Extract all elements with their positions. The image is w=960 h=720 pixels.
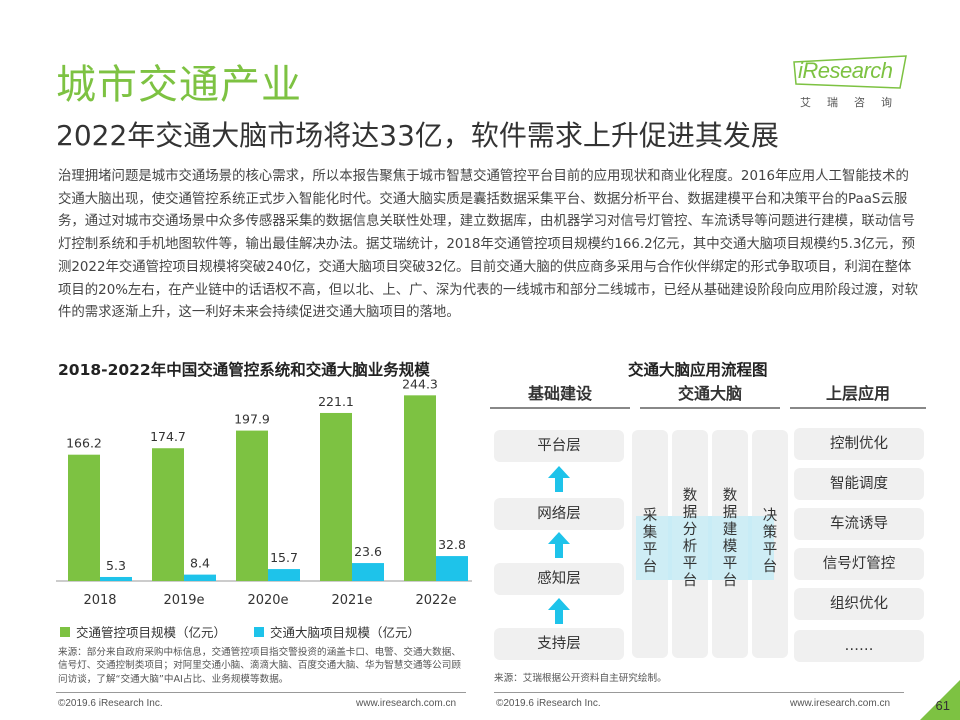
x-tick-label: 2018 <box>83 593 116 608</box>
bar-control <box>404 395 436 581</box>
x-tick-label: 2020e <box>247 593 288 608</box>
legend-item-brain: 交通大脑项目规模（亿元） <box>254 622 420 641</box>
bar-control <box>152 448 184 581</box>
chart-legend: 交通管控项目规模（亿元） 交通大脑项目规模（亿元） <box>60 622 420 641</box>
data-label: 174.7 <box>150 429 186 444</box>
logo-frame-icon <box>793 55 907 89</box>
arrow-up-icon <box>548 532 570 558</box>
flow-header-label: 上层应用 <box>825 384 890 403</box>
data-label: 5.3 <box>106 558 126 573</box>
x-tick-label: 2022e <box>415 593 456 608</box>
flow-header-underline <box>640 407 780 409</box>
bar-brain <box>184 574 216 581</box>
data-label: 244.3 <box>402 378 438 391</box>
layer-platform: 平台层 <box>494 430 624 462</box>
bar-control <box>236 430 268 581</box>
legend-label-brain: 交通大脑项目规模（亿元） <box>270 625 421 640</box>
legend-item-control: 交通管控项目规模（亿元） <box>60 622 226 641</box>
flow-header-infrastructure: 基础建设 <box>490 381 630 409</box>
legend-label-control: 交通管控项目规模（亿元） <box>76 625 227 640</box>
x-tick-label: 2021e <box>331 593 372 608</box>
app-organization-optimization: 组织优化 <box>794 588 924 620</box>
app-smart-dispatch: 智能调度 <box>794 468 924 500</box>
flow-header-brain: 交通大脑 <box>640 381 780 409</box>
bar-brain <box>100 576 132 581</box>
brain-column-label-collect: 采集平台 <box>642 508 658 575</box>
chart-title: 2018-2022年中国交通管控系统和交通大脑业务规模 <box>58 361 430 379</box>
brain-column-label-decision: 决策平台 <box>762 508 778 575</box>
flow-header-label: 基础建设 <box>527 384 592 403</box>
data-label: 221.1 <box>318 394 354 409</box>
app-traffic-guidance: 车流诱导 <box>794 508 924 540</box>
legend-swatch-green <box>60 626 70 637</box>
logo-subtext: 艾瑞咨询 <box>800 96 908 109</box>
brain-column-label-modeling: 数据建模平台 <box>722 488 738 589</box>
brain-column-label-analysis: 数据分析平台 <box>682 488 698 589</box>
page-title: 城市交通产业 <box>56 62 302 108</box>
bar-control <box>68 454 100 581</box>
flow-header-underline <box>790 407 926 409</box>
app-control-optimization: 控制优化 <box>794 428 924 460</box>
layer-support: 支持层 <box>494 628 624 660</box>
footer-url-right: www.iresearch.com.cn <box>790 698 891 709</box>
flow-header-underline <box>490 407 630 409</box>
chart-source-note: 来源：部分来自政府采购中标信息，交通管控项目指交警投资的涵盖卡口、电警、交通大数… <box>58 647 461 685</box>
page-corner-decoration <box>920 680 960 720</box>
arrow-up-icon <box>548 466 570 492</box>
flow-header-label: 交通大脑 <box>677 384 742 403</box>
data-label: 166.2 <box>66 436 102 451</box>
flow-source-note: 来源：艾瑞根据公开资料自主研究绘制。 <box>494 673 667 684</box>
footer-divider-right <box>494 692 904 693</box>
bar-control <box>320 412 352 581</box>
data-label: 32.8 <box>438 537 466 552</box>
arrow-up-icon <box>548 598 570 624</box>
data-label: 23.6 <box>354 544 382 559</box>
data-label: 15.7 <box>270 550 298 565</box>
bar-brain <box>436 556 468 581</box>
app-signal-control: 信号灯管控 <box>794 548 924 580</box>
footer-copyright-right: ©2019.6 iResearch Inc. <box>496 698 601 709</box>
footer-divider-left <box>56 692 466 693</box>
app-more: …… <box>794 630 924 662</box>
footer-url-left: www.iresearch.com.cn <box>356 698 457 709</box>
bar-brain <box>352 563 384 581</box>
page-subtitle: 2022年交通大脑市场将达33亿，软件需求上升促进其发展 <box>56 119 779 152</box>
layer-perception: 感知层 <box>494 563 624 595</box>
x-tick-label: 2019e <box>163 593 204 608</box>
body-paragraph: 治理拥堵问题是城市交通场景的核心需求，所以本报告聚焦于城市智慧交通管控平台目前的… <box>58 169 918 321</box>
page-number: 61 <box>935 698 950 713</box>
data-flow-band-overlay <box>636 516 774 580</box>
layer-network: 网络层 <box>494 498 624 530</box>
bar-brain <box>268 569 300 581</box>
data-label: 197.9 <box>234 412 270 427</box>
legend-swatch-blue <box>254 626 265 637</box>
bar-chart: 166.2 5.3 2018 174.7 8.4 2019e 197.9 15.7 2020e 2… <box>56 378 472 608</box>
flow-title: 交通大脑应用流程图 <box>628 361 768 379</box>
footer-copyright-left: ©2019.6 iResearch Inc. <box>58 698 163 709</box>
data-label: 8.4 <box>190 556 210 571</box>
logo-text: iResearch <box>798 58 893 83</box>
iresearch-logo: iResearch 艾瑞咨询 <box>792 54 912 112</box>
flow-header-apps: 上层应用 <box>790 381 926 409</box>
